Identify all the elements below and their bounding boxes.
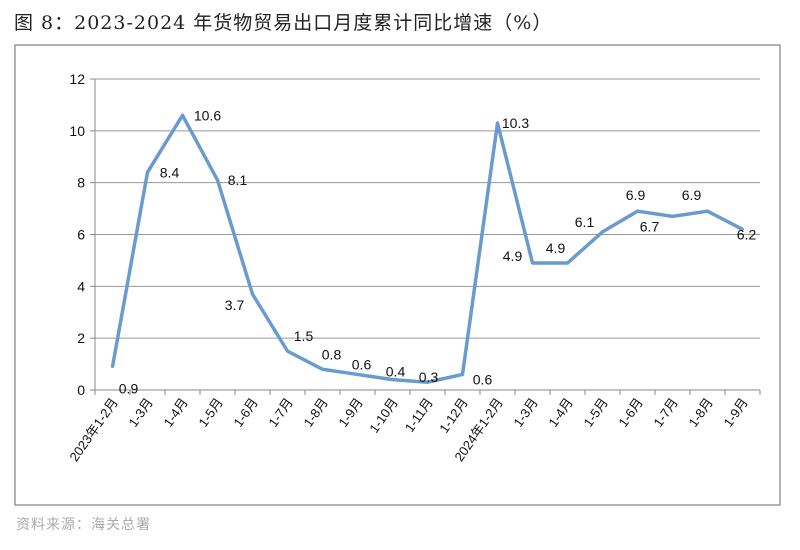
data-point — [181, 113, 184, 117]
data-point — [321, 367, 324, 371]
y-tick-label: 12 — [69, 71, 85, 87]
data-label: 0.6 — [352, 356, 372, 372]
y-tick-label: 10 — [69, 123, 85, 139]
y-tick-label: 0 — [77, 382, 85, 398]
data-label: 8.4 — [160, 164, 180, 180]
data-label: 6.9 — [626, 187, 646, 203]
data-point — [391, 378, 394, 382]
data-label: 0.9 — [119, 381, 139, 397]
data-label: 4.9 — [503, 248, 523, 264]
data-point — [741, 227, 744, 231]
data-label: 4.9 — [546, 240, 566, 256]
data-label: 10.3 — [502, 115, 529, 131]
data-point — [461, 372, 464, 376]
data-point — [531, 261, 534, 265]
data-label: 0.3 — [419, 369, 439, 385]
data-point — [601, 230, 604, 234]
data-point — [111, 365, 114, 369]
source-note: 资料来源：海关总署 — [16, 517, 151, 533]
data-point — [146, 170, 149, 174]
data-point — [706, 209, 709, 213]
data-label: 3.7 — [225, 297, 245, 313]
data-point — [286, 349, 289, 353]
data-label: 8.1 — [228, 172, 248, 188]
chart-frame — [14, 44, 781, 506]
data-label: 6.1 — [575, 214, 595, 230]
data-point — [496, 121, 499, 125]
data-label: 0.6 — [473, 371, 493, 387]
data-label: 6.7 — [640, 218, 660, 234]
data-label: 10.6 — [194, 107, 221, 123]
y-tick-label: 4 — [77, 278, 85, 294]
data-point — [356, 372, 359, 376]
data-label: 6.9 — [682, 187, 702, 203]
chart-title: 图 8：2023-2024 年货物贸易出口月度累计同比增速（%） — [14, 12, 553, 34]
data-point — [671, 214, 674, 218]
data-point — [566, 261, 569, 265]
y-tick-label: 2 — [77, 330, 85, 346]
data-label: 0.4 — [386, 364, 406, 380]
y-tick-label: 6 — [77, 227, 85, 243]
data-point — [216, 178, 219, 182]
data-label: 0.8 — [322, 346, 342, 362]
data-label: 1.5 — [294, 328, 314, 344]
data-point — [426, 380, 429, 384]
data-point — [251, 292, 254, 296]
data-point — [636, 209, 639, 213]
y-tick-label: 8 — [77, 175, 85, 191]
data-label: 6.2 — [737, 226, 757, 242]
